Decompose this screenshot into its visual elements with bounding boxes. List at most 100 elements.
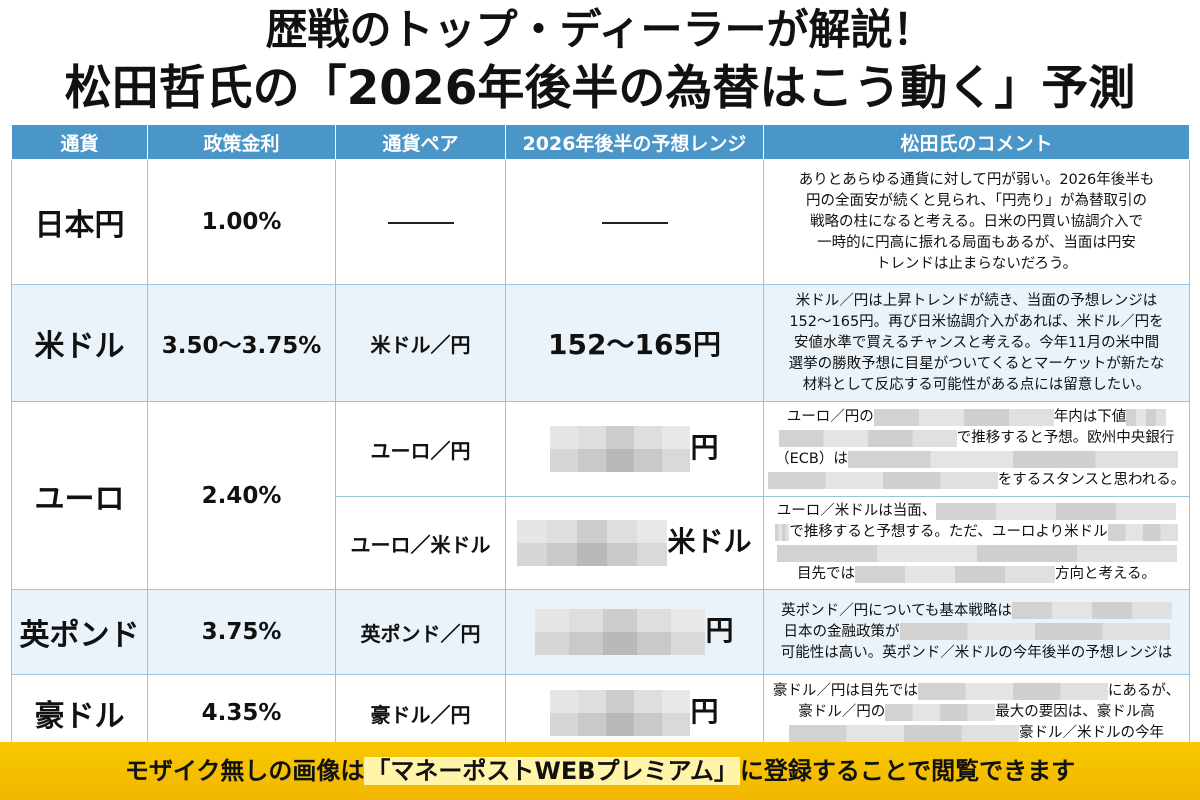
comment-text: 目先では — [796, 566, 855, 582]
blur-redaction — [873, 408, 1054, 426]
comment-cell: 豪ドル／円は目先では にあるが、 豪ドル／円の 最大の要因は、豪ドル高 豪ドル／米ド… — [763, 674, 1190, 752]
policy-rate: 3.50～3.75% — [147, 284, 336, 402]
comment-text: ユーロ／円の — [786, 409, 874, 425]
forecast-range: 円 — [505, 674, 764, 752]
range-unit: 円 — [705, 614, 734, 647]
comment-line: 材料として反応する可能性がある点には留意したい。 — [802, 376, 1151, 393]
comment-line: 豪ドル／米ドルの今年 — [765, 723, 1189, 744]
header-currency-pair: 通貨ペア — [335, 124, 506, 160]
comment-line: 戦略の柱になると考える。日米の円買い協調介入で — [809, 213, 1144, 230]
range-empty — [505, 159, 764, 285]
forecast-table: 通貨 政策金利 通貨ペア 2026年後半の予想レンジ 松田氏のコメント 日本円 … — [11, 124, 1190, 752]
policy-rate: 1.00% — [147, 159, 336, 285]
mosaic-redaction — [535, 609, 706, 655]
table-row: ユーロ 2.40% ユーロ／円 円 ユーロ／円の 年内は下値 で推移すると予想。欧… — [11, 401, 1190, 590]
blur-redaction — [854, 565, 1055, 583]
currency-name: 英ポンド — [11, 589, 148, 675]
mosaic-redaction — [517, 520, 668, 566]
comment-line: ありとあらゆる通貨に対して円が弱い。2026年後半も — [798, 171, 1155, 188]
table-row: 米ドル 3.50～3.75% 米ドル／円 152～165円 米ドル／円は上昇トレ… — [11, 284, 1190, 402]
headline-line2: 松田哲氏の「2026年後半の為替はこう動く」予測 — [64, 61, 1136, 116]
comment-line — [765, 543, 1189, 564]
comment-cell: ユーロ／米ドルは当面、 で推移すると予想する。ただ、ユーロより米ドル 目先では 方… — [763, 496, 1190, 590]
comment-text: にあるが、 — [1107, 683, 1181, 699]
blur-redaction — [778, 429, 957, 447]
table-row: ユーロ／米ドル 米ドル ユーロ／米ドルは当面、 で推移すると予想する。ただ、ユー… — [12, 496, 1190, 590]
comment-text: 日本の金融政策が — [783, 623, 900, 640]
comment-line: 選挙の勝敗予想に目星がついてくるとマーケットが新たな — [788, 355, 1165, 372]
comment-text: （ECB）は — [775, 451, 848, 467]
comment-line: で推移すると予想する。ただ、ユーロより米ドル — [765, 522, 1189, 543]
headline-line1: 歴戦のトップ・ディーラーが解説！ — [265, 5, 935, 54]
comment-text: 英ポンド／円についても基本戦略は — [781, 602, 1012, 619]
range-unit: 円 — [690, 695, 719, 728]
blur-redaction — [776, 544, 1177, 562]
table-header-row: 通貨 政策金利 通貨ペア 2026年後半の予想レンジ 松田氏のコメント — [11, 124, 1190, 160]
blur-redaction — [885, 703, 996, 721]
range-unit: 米ドル — [667, 525, 752, 558]
comment-line: 米ドル／円は上昇トレンドが続き、当面の予想レンジは — [795, 292, 1158, 309]
comment-line: 英ポンド／円についても基本戦略は — [765, 601, 1189, 622]
currency-pair: 豪ドル／円 — [335, 674, 506, 752]
banner-premium-link[interactable]: 「マネーポストWEBプレミアム」 — [364, 757, 740, 785]
comment-line: をするスタンスと思われる。 — [765, 470, 1189, 491]
currency-pair: ユーロ／円 — [335, 401, 506, 497]
blur-redaction — [917, 682, 1108, 700]
comment-text: をするスタンスと思われる。 — [997, 472, 1186, 488]
forecast-range: 円 — [505, 589, 764, 675]
comment-line: 目先では 方向と考える。 — [765, 564, 1189, 585]
pair-empty — [335, 159, 506, 285]
comment-text: で推移すると予想する。ただ、ユーロより米ドル — [789, 524, 1108, 540]
comment-line: トレンドは止まらないだろう。 — [875, 255, 1078, 272]
comment-text: 豪ドル／円は目先では — [772, 683, 918, 699]
comment-text: 方向と考える。 — [1054, 566, 1157, 582]
forecast-range: 円 — [505, 401, 764, 497]
comment-text: ユーロ／米ドルは当面、 — [776, 503, 937, 519]
blur-redaction — [789, 724, 1019, 742]
comment-text: 最大の要因は、豪ドル高 — [995, 704, 1155, 720]
blur-redaction — [775, 523, 790, 541]
banner-prefix: モザイク無しの画像は — [124, 757, 365, 785]
policy-rate: 4.35% — [147, 674, 336, 752]
blur-redaction — [936, 502, 1177, 520]
comment-line: 安値水準で買えるチャンスと考える。今年11月の米中間 — [793, 334, 1160, 351]
table-row: 日本円 1.00% ありとあらゆる通貨に対して円が弱い。2026年後半も 円の全… — [11, 159, 1190, 285]
policy-rate: 3.75% — [147, 589, 336, 675]
comment-cell: 英ポンド／円についても基本戦略は 日本の金融政策が 可能性は高い。英ポンド／米ド… — [763, 589, 1190, 675]
policy-rate: 2.40% — [147, 401, 336, 590]
mosaic-redaction — [550, 690, 691, 736]
dash-line — [387, 222, 454, 224]
currency-name: ユーロ — [11, 401, 148, 590]
comment-line: 可能性は高い。英ポンド／米ドルの今年後半の予想レンジは — [765, 643, 1189, 664]
blur-redaction — [1011, 602, 1172, 619]
comment-line: （ECB）は — [765, 449, 1189, 470]
table-row: 英ポンド 3.75% 英ポンド／円 円 英ポンド／円についても基本戦略は 日本の… — [11, 589, 1190, 675]
comment-line: 豪ドル／円の 最大の要因は、豪ドル高 — [765, 702, 1189, 723]
forecast-range: 152～165円 — [505, 284, 764, 402]
currency-name: 日本円 — [11, 159, 148, 285]
comment-line: ユーロ／米ドルは当面、 — [765, 501, 1189, 522]
comment-cell: ユーロ／円の 年内は下値 で推移すると予想。欧州中央銀行 （ECB）は をするスタ… — [763, 401, 1190, 497]
mosaic-redaction — [550, 426, 691, 472]
header-currency: 通貨 — [11, 124, 148, 160]
comment-text: 豪ドル／円の — [798, 704, 886, 720]
blur-redaction — [899, 623, 1170, 640]
header-policy-rate: 政策金利 — [147, 124, 336, 160]
forecast-range: 米ドル — [505, 496, 764, 590]
comment-cell: ありとあらゆる通貨に対して円が弱い。2026年後半も 円の全面安が続くと見られ、… — [763, 159, 1190, 285]
currency-name: 米ドル — [11, 284, 148, 402]
comment-line: 豪ドル／円は目先では にあるが、 — [765, 681, 1189, 702]
banner-suffix: に登録することで閲覧できます — [739, 757, 1076, 785]
comment-text: 年内は下値 — [1053, 409, 1127, 425]
currency-pair: 英ポンド／円 — [335, 589, 506, 675]
blur-redaction — [767, 471, 998, 489]
blur-redaction — [1126, 408, 1167, 426]
premium-banner[interactable]: モザイク無しの画像は「マネーポストWEBプレミアム」に登録することで閲覧できます — [0, 742, 1200, 800]
currency-pair: ユーロ／米ドル — [335, 496, 506, 590]
comment-line: 一時的に円高に振れる局面もあるが、当面は円安 — [817, 234, 1136, 251]
table-row: 豪ドル 4.35% 豪ドル／円 円 豪ドル／円は目先では にあるが、 豪ドル／円の… — [11, 674, 1190, 752]
range-unit: 円 — [690, 431, 719, 464]
comment-line: 円の全面安が続くと見られ、「円売り」が為替取引の — [806, 192, 1147, 209]
comment-text: で推移すると予想。欧州中央銀行 — [956, 430, 1175, 446]
comment-line: 152～165円。再び日米協調介入があれば、米ドル／円を — [789, 313, 1164, 330]
